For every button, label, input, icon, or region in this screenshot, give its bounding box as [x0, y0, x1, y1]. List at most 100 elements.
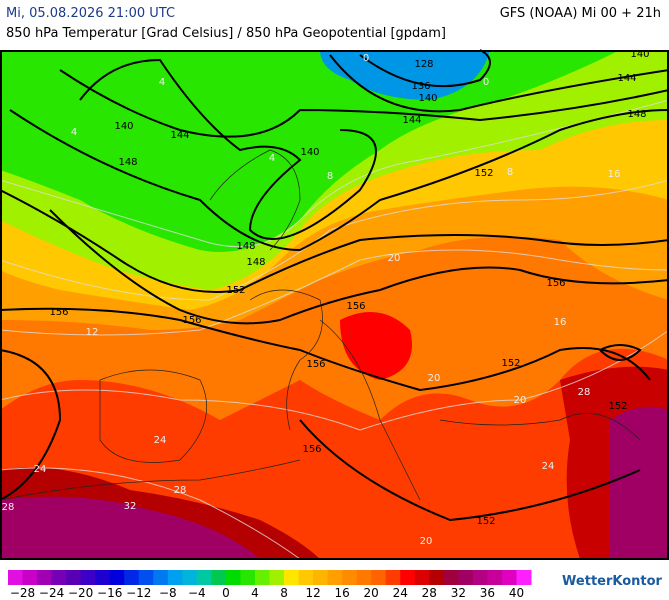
temperature-label: 32 — [124, 501, 137, 512]
colorbar-swatch — [400, 570, 416, 585]
temperature-label: 4 — [269, 153, 275, 164]
colorbar-swatch — [80, 570, 96, 585]
colorbar-swatch — [225, 570, 241, 585]
geopotential-label: 156 — [346, 301, 365, 312]
colorbar-swatch — [516, 570, 532, 585]
logo: WetterKontor — [562, 574, 663, 589]
temperature-label: 28 — [2, 502, 15, 513]
colorbar-swatch — [167, 570, 183, 585]
geopotential-label: 144 — [170, 130, 189, 141]
colorbar-label: 36 — [480, 586, 495, 600]
temperature-label: 24 — [34, 464, 47, 475]
geopotential-label: 136 — [411, 81, 430, 92]
geopotential-label: 156 — [49, 307, 68, 318]
colorbar-swatch — [37, 570, 53, 585]
valid-time: Mi, 05.08.2026 21:00 UTC — [6, 6, 176, 21]
colorbar: −28 −24 −20 −16 −12 −8 −4 0 4 8 12 16 20 24 28 32 36 40 — [8, 570, 532, 600]
geopotential-label: 156 — [306, 359, 325, 370]
temperature-label: 28 — [174, 485, 187, 496]
colorbar-label: −20 — [68, 586, 93, 600]
colorbar-swatch — [182, 570, 198, 585]
temperature-label: 24 — [542, 461, 555, 472]
colorbar-swatch — [371, 570, 387, 585]
colorbar-label: −24 — [39, 586, 64, 600]
geopotential-label: 156 — [546, 278, 565, 289]
colorbar-swatch — [342, 570, 358, 585]
temperature-label: 28 — [578, 387, 591, 398]
colorbar-label: −8 — [159, 586, 177, 600]
contour-labels: 128 136 140 140 140 144 144 144 148 148 … — [2, 49, 650, 547]
model-run: GFS (NOAA) Mi 00 + 21h — [499, 6, 661, 21]
temperature-label: 20 — [420, 536, 433, 547]
colorbar-swatch — [487, 570, 503, 585]
geopotential-label: 156 — [182, 315, 201, 326]
colorbar-swatch — [138, 570, 154, 585]
geopotential-label: 148 — [246, 257, 265, 268]
colorbar-swatch — [95, 570, 111, 585]
temperature-label: 16 — [554, 317, 567, 328]
geopotential-label: 152 — [501, 358, 520, 369]
temperature-label: 8 — [327, 171, 333, 182]
temperature-label: 12 — [86, 327, 99, 338]
geopotential-label: 140 — [630, 49, 649, 60]
temperature-label: 8 — [507, 167, 513, 178]
colorbar-swatch — [124, 570, 140, 585]
geopotential-label: 152 — [474, 168, 493, 179]
geopotential-label: 152 — [608, 401, 627, 412]
map-frame — [0, 50, 669, 560]
colorbar-swatch — [269, 570, 285, 585]
colorbar-label: 0 — [222, 586, 230, 600]
geopotential-label: 144 — [402, 115, 421, 126]
colorbar-swatch — [443, 570, 459, 585]
geopotential-label: 140 — [114, 121, 133, 132]
colorbar-swatch — [196, 570, 212, 585]
colorbar-swatch — [66, 570, 82, 585]
coastlines — [0, 149, 641, 501]
temperature-label: 0 — [363, 53, 369, 64]
colorbar-swatch — [501, 570, 517, 585]
colorbar-swatch — [254, 570, 270, 585]
temperature-label: 20 — [428, 373, 441, 384]
temperature-label: 20 — [388, 253, 401, 264]
colorbar-swatch — [313, 570, 329, 585]
geopotential-label: 156 — [302, 444, 321, 455]
temperature-label: 24 — [154, 435, 167, 446]
colorbar-swatch — [22, 570, 38, 585]
colorbar-label: 12 — [305, 586, 320, 600]
temperature-isolines — [0, 99, 669, 560]
colorbar-swatch — [298, 570, 314, 585]
colorbar-label: 40 — [509, 586, 524, 600]
temperature-label: 0 — [483, 77, 489, 88]
colorbar-swatch — [153, 570, 169, 585]
temperature-label: 16 — [608, 169, 621, 180]
colorbar-label: −16 — [97, 586, 122, 600]
colorbar-swatch — [109, 570, 125, 585]
colorbar-label: −28 — [10, 586, 35, 600]
colorbar-swatch — [429, 570, 445, 585]
colorbar-label: 8 — [280, 586, 288, 600]
colorbar-swatch — [284, 570, 300, 585]
colorbar-swatch — [211, 570, 227, 585]
colorbar-swatch — [356, 570, 372, 585]
colorbar-label: 20 — [364, 586, 379, 600]
colorbar-label: 28 — [422, 586, 437, 600]
colorbar-swatch — [327, 570, 343, 585]
colorbar-label: 32 — [451, 586, 466, 600]
colorbar-label: 24 — [393, 586, 408, 600]
colorbar-label: −12 — [126, 586, 151, 600]
colorbar-swatch — [458, 570, 474, 585]
temperature-label: 20 — [514, 395, 527, 406]
colorbar-swatch — [414, 570, 430, 585]
subtitle: 850 hPa Temperatur [Grad Celsius] / 850 … — [6, 26, 447, 41]
colorbar-label: 4 — [251, 586, 259, 600]
geopotential-isolines — [0, 49, 669, 522]
geopotential-label: 148 — [118, 157, 137, 168]
colorbar-label: 16 — [334, 586, 349, 600]
geopotential-label: 140 — [300, 147, 319, 158]
geopotential-label: 140 — [418, 93, 437, 104]
geopotential-label: 152 — [226, 285, 245, 296]
temperature-label: 4 — [159, 77, 165, 88]
colorbar-label: −4 — [188, 586, 206, 600]
